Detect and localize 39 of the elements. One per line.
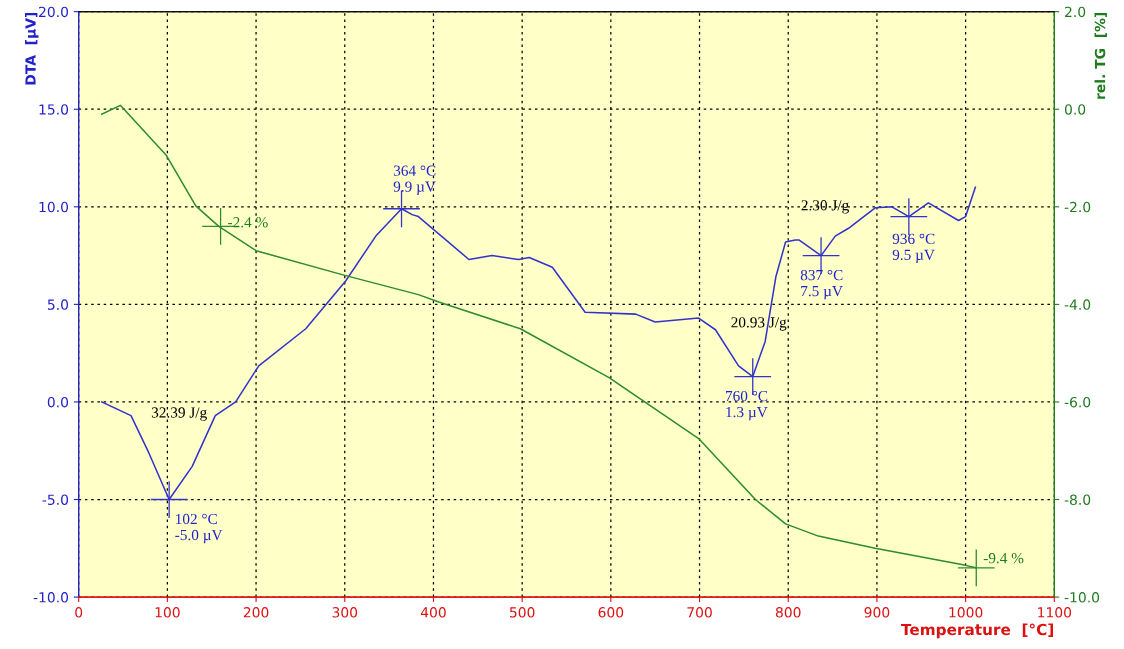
y2-tick-label: -8.0 — [1064, 494, 1091, 505]
y2-tick-label: 2.0 — [1065, 6, 1086, 18]
y2-tick-label: -10.0 — [1064, 592, 1100, 603]
x-tick-label: 800 — [775, 607, 801, 618]
y2-tick-label: -2.0 — [1064, 201, 1091, 213]
annotation: -9.4 % — [983, 552, 1024, 564]
y-tick-label: 0.0 — [47, 396, 69, 408]
y-tick-label: 5.0 — [47, 299, 69, 310]
x-tick-label: 400 — [420, 607, 446, 618]
y-tick-label: -5.0 — [42, 494, 69, 505]
x-tick-label: 300 — [332, 607, 358, 618]
x-tick-label: 900 — [864, 607, 890, 618]
y-axis-title: DTA [µV] — [25, 12, 39, 85]
y-tick-label: -10.0 — [33, 592, 69, 603]
annotation: -2.4 % — [228, 217, 268, 228]
annotation: 102 °C -5.0 µV — [175, 513, 223, 544]
y2-axis-title: rel. TG [%] — [1094, 12, 1107, 99]
x-tick-label: 1000 — [949, 607, 983, 618]
x-tick-label: 100 — [155, 607, 180, 618]
x-tick-label: 200 — [243, 607, 269, 618]
y-tick-label: 15.0 — [39, 104, 69, 115]
annotation: 2.30 J/g — [801, 200, 849, 214]
y-tick-label: 20.0 — [39, 6, 69, 18]
annotation: 32.39 J/g — [151, 407, 207, 421]
x-tick-label: 0 — [75, 607, 83, 618]
x-tick-label: 700 — [687, 607, 712, 618]
x-tick-label: 500 — [509, 607, 535, 618]
y2-tick-label: -4.0 — [1064, 299, 1091, 310]
x-tick-label: 600 — [598, 607, 624, 618]
y-tick-label: 10.0 — [39, 201, 69, 213]
annotation: 837 °C 7.5 µV — [800, 269, 843, 300]
y2-tick-label: -6.0 — [1064, 396, 1091, 408]
annotation: 936 °C 9.5 µV — [892, 233, 935, 264]
annotation: 20.93 J/g — [731, 317, 787, 331]
x-axis-title: Temperature [°C] — [901, 623, 1053, 639]
x-tick-label: 1100 — [1038, 607, 1072, 618]
annotation: 364 °C 9.9 µV — [393, 165, 436, 195]
annotation: 760 °C 1.3 µV — [725, 390, 768, 421]
y2-tick-label: 0.0 — [1064, 104, 1086, 115]
